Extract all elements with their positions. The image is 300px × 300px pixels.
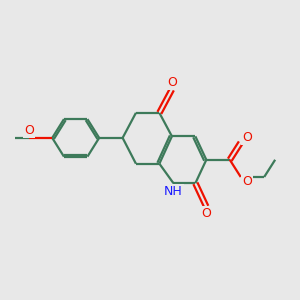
Text: O: O bbox=[201, 207, 211, 220]
Text: NH: NH bbox=[164, 184, 183, 198]
Text: O: O bbox=[24, 124, 34, 136]
Text: O: O bbox=[167, 76, 177, 89]
Text: O: O bbox=[242, 131, 252, 144]
Text: O: O bbox=[242, 175, 252, 188]
